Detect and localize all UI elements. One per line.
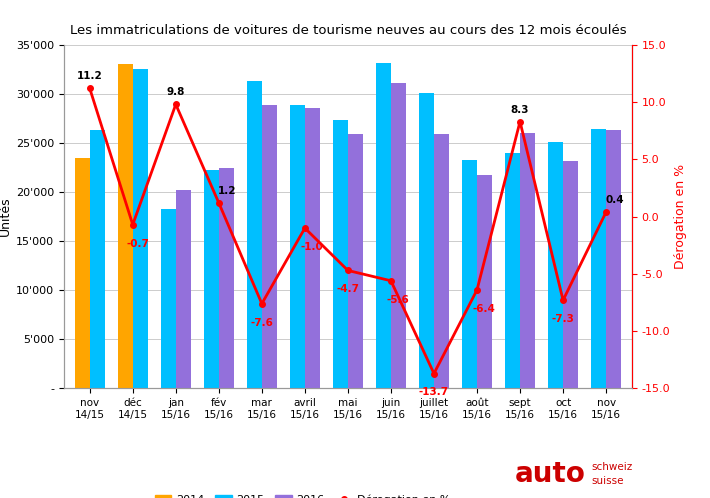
Text: auto: auto [515, 460, 586, 488]
Y-axis label: Dérogation en %: Dérogation en % [674, 164, 687, 269]
Bar [290, 105, 305, 388]
Bar [348, 134, 363, 388]
Bar [333, 121, 348, 388]
Bar [118, 64, 133, 388]
Bar [477, 175, 492, 388]
Bar [419, 93, 434, 388]
Bar [434, 134, 449, 388]
Text: 8.3: 8.3 [510, 105, 529, 115]
Text: -4.7: -4.7 [337, 284, 359, 294]
Bar [262, 105, 277, 388]
Bar [462, 160, 477, 388]
Bar [520, 133, 535, 388]
Title: Les immatriculations de voitures de tourisme neuves au cours des 12 mois écoulés: Les immatriculations de voitures de tour… [70, 24, 626, 37]
Text: 0.4: 0.4 [605, 195, 623, 205]
Text: -6.4: -6.4 [472, 304, 496, 314]
Bar [591, 129, 606, 388]
Bar [133, 69, 148, 388]
Text: -7.6: -7.6 [251, 318, 273, 328]
Bar [391, 83, 406, 388]
Bar [89, 130, 105, 388]
Bar [606, 130, 621, 388]
Text: -1.0: -1.0 [300, 242, 323, 252]
Text: -5.6: -5.6 [386, 295, 409, 305]
Bar [247, 81, 262, 388]
Bar [305, 108, 320, 388]
Y-axis label: Unités: Unités [0, 197, 12, 237]
Bar [204, 169, 219, 388]
Text: 1.2: 1.2 [218, 186, 236, 196]
Text: 11.2: 11.2 [77, 71, 102, 81]
Legend: 2014, 2015, 2016, Dérogation en %: 2014, 2015, 2016, Dérogation en % [150, 490, 455, 498]
Text: -7.3: -7.3 [552, 314, 574, 324]
Bar [505, 153, 520, 388]
Bar [219, 167, 234, 388]
Bar [376, 63, 391, 388]
Bar [548, 142, 563, 388]
Text: 9.8: 9.8 [167, 88, 185, 98]
Text: -0.7: -0.7 [127, 239, 150, 249]
Text: -13.7: -13.7 [419, 387, 449, 397]
Text: schweiz
suisse: schweiz suisse [591, 462, 633, 486]
Bar [176, 190, 191, 388]
Bar [75, 158, 89, 388]
Bar [563, 161, 578, 388]
Bar [160, 209, 176, 388]
